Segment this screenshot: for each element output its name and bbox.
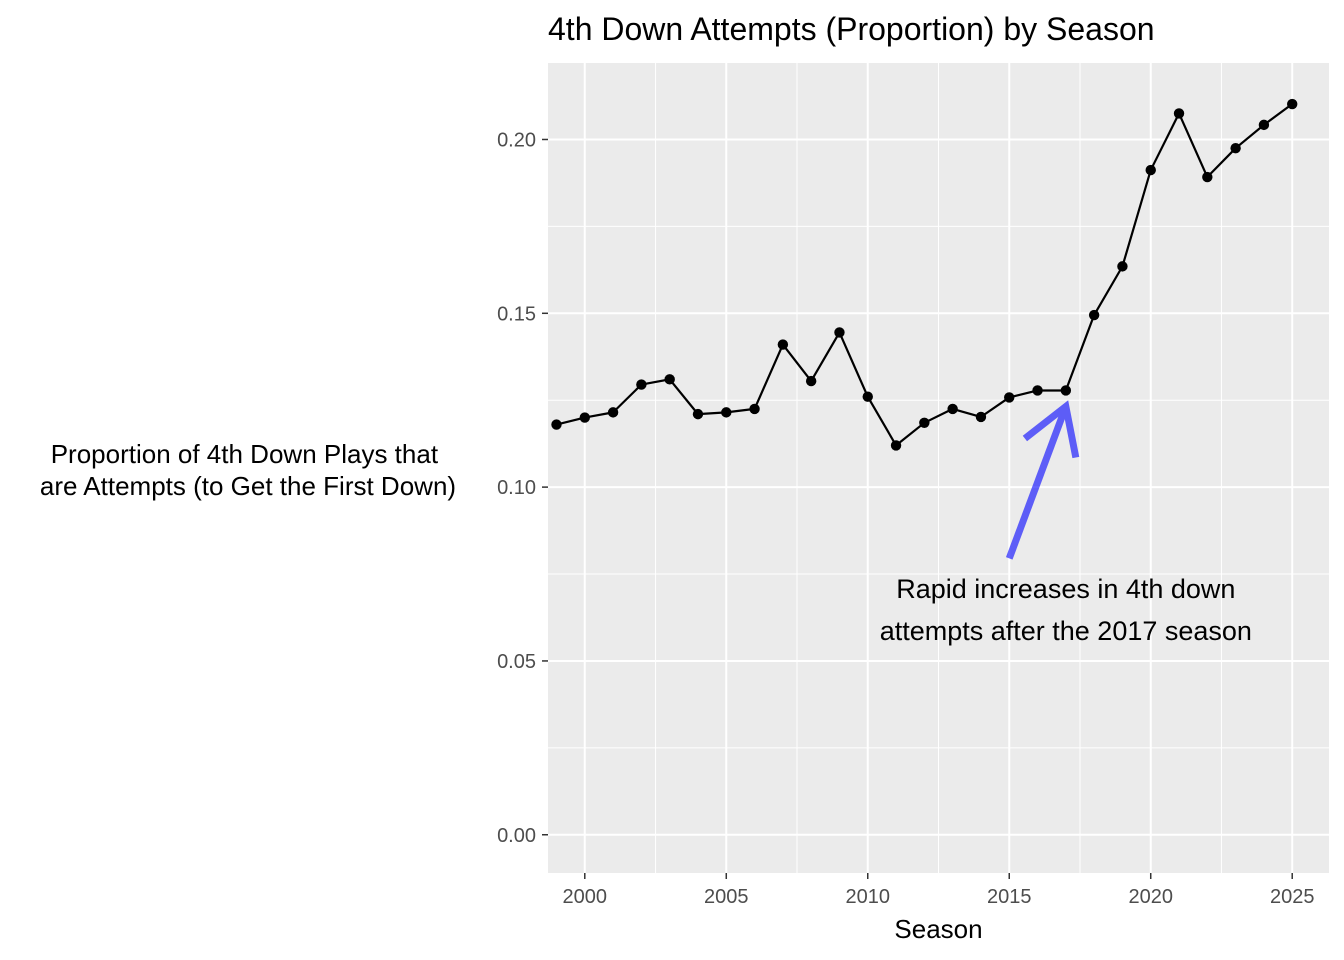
annotation-arrow-shaft xyxy=(1005,405,1070,560)
axes: 2000 2005 2010 2015 2020 2025 0.00 0.05 0.10 0.15… xyxy=(497,129,1314,908)
data-point xyxy=(1202,171,1213,183)
annotation: Rapid increases in 4th down attempts afte… xyxy=(880,400,1252,646)
x-tick-label: 2020 xyxy=(1128,886,1173,908)
y-tick-label: 0.20 xyxy=(497,129,536,151)
data-point xyxy=(721,407,732,418)
y-axis-title: Proportion of 4th Down Plays that are At… xyxy=(40,439,456,501)
y-tick-label: 0.05 xyxy=(497,651,536,673)
annotation-text-line: attempts after the 2017 season xyxy=(880,616,1252,646)
data-point xyxy=(664,374,675,385)
data-point xyxy=(1117,261,1128,272)
y-axis-title-line-2: are Attempts (to Get the First Down) xyxy=(40,471,456,501)
data-point xyxy=(777,339,789,350)
data-point xyxy=(834,327,845,338)
data-point xyxy=(551,419,562,430)
data-point xyxy=(1032,385,1043,396)
data-point xyxy=(1230,142,1241,154)
data-point xyxy=(749,403,760,415)
y-axis-title-line-1: Proportion of 4th Down Plays that xyxy=(51,439,439,469)
data-point xyxy=(1004,392,1015,403)
x-axis-title: Season xyxy=(894,914,982,944)
data-point xyxy=(919,417,930,429)
data-point xyxy=(692,408,704,420)
data-point xyxy=(579,412,590,423)
data-point xyxy=(636,379,647,390)
y-tick-label: 0.10 xyxy=(497,477,536,499)
x-tick-label: 2000 xyxy=(563,886,608,908)
series-layer xyxy=(551,98,1298,451)
x-tick-label: 2005 xyxy=(704,886,749,908)
x-tick-label: 2025 xyxy=(1270,886,1315,908)
data-point xyxy=(607,407,619,418)
y-tick-label: 0.15 xyxy=(497,303,536,325)
data-point xyxy=(1060,385,1072,396)
annotation-arrow-head xyxy=(1022,400,1080,459)
x-tick-label: 2015 xyxy=(987,886,1032,908)
data-point xyxy=(1173,108,1185,119)
data-point xyxy=(1258,119,1270,131)
data-point xyxy=(1088,309,1100,321)
y-tick-label: 0.00 xyxy=(497,825,536,847)
data-point xyxy=(805,375,817,387)
gridlines xyxy=(548,63,1329,873)
x-tick-label: 2010 xyxy=(846,886,891,908)
data-point xyxy=(975,411,987,423)
chart-title: 4th Down Attempts (Proportion) by Season xyxy=(548,11,1155,47)
data-point xyxy=(947,403,958,415)
data-point xyxy=(862,391,873,402)
data-point xyxy=(1287,98,1298,110)
annotation-arrow xyxy=(1005,400,1080,560)
data-point xyxy=(1145,164,1156,176)
annotation-text-line: Rapid increases in 4th down xyxy=(896,574,1235,604)
data-point xyxy=(890,440,902,451)
